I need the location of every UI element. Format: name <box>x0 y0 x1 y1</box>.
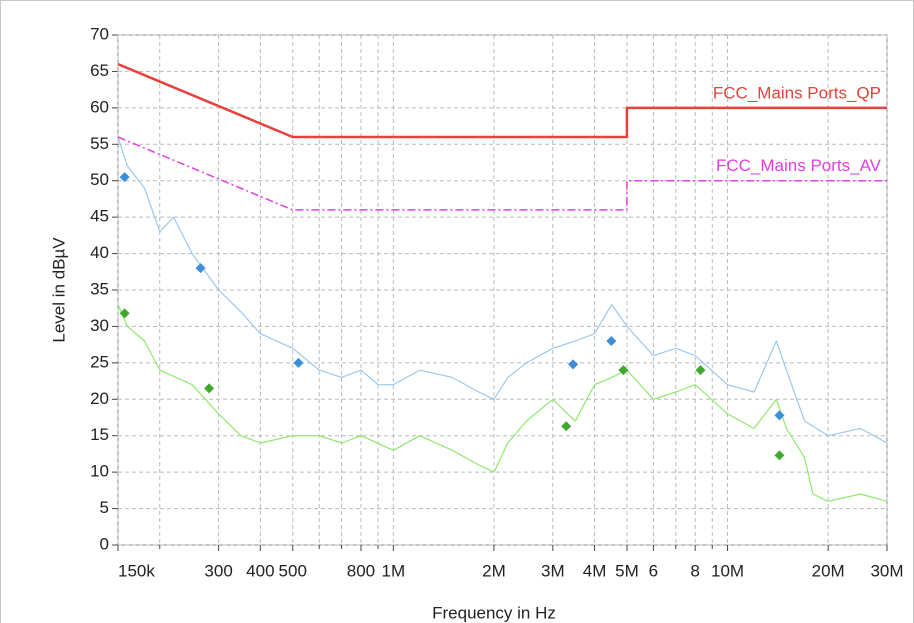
marker <box>774 410 785 421</box>
x-tick-label: 300 <box>204 561 232 580</box>
y-tick-label: 45 <box>90 207 109 226</box>
marker <box>568 359 579 370</box>
x-tick-label: 5M <box>615 561 639 580</box>
x-tick-label: 2M <box>482 561 506 580</box>
x-axis-label: Frequency in Hz <box>432 603 556 622</box>
x-tick-label: 500 <box>279 561 307 580</box>
y-tick-label: 40 <box>90 243 109 262</box>
y-tick-label: 20 <box>90 389 109 408</box>
x-tick-label: 30M <box>870 561 903 580</box>
x-tick-label: 3M <box>541 561 565 580</box>
y-tick-label: 5 <box>100 498 109 517</box>
marker <box>293 357 304 368</box>
limit-line <box>117 136 887 211</box>
limit-line <box>117 62 887 139</box>
y-tick-label: 35 <box>90 279 109 298</box>
y-tick-label: 70 <box>90 24 109 43</box>
marker <box>618 365 629 376</box>
y-tick-label: 50 <box>90 170 109 189</box>
y-tick-label: 30 <box>90 316 109 335</box>
x-tick-label: 1M <box>382 561 406 580</box>
x-tick-label: 150k <box>118 561 155 580</box>
y-tick-label: 65 <box>90 61 109 80</box>
y-tick-label: 15 <box>90 425 109 444</box>
line-label: FCC_Mains Ports_AV <box>716 156 882 175</box>
x-tick-label: 20M <box>812 561 845 580</box>
marker <box>204 383 215 394</box>
y-tick-label: 60 <box>90 97 109 116</box>
line-label: FCC_Mains Ports_QP <box>713 83 881 102</box>
marker <box>606 336 617 346</box>
y-tick-label: 0 <box>100 534 109 553</box>
y-tick-label: 10 <box>90 462 109 481</box>
marker <box>119 172 130 183</box>
marker <box>695 365 706 376</box>
trace <box>117 136 888 444</box>
x-tick-label: 6 <box>649 561 658 580</box>
x-tick-label: 800 <box>347 561 375 580</box>
x-tick-label: 10M <box>711 561 744 580</box>
marker <box>561 421 572 432</box>
x-tick-label: 400 <box>246 561 274 580</box>
x-tick-label: 8 <box>690 561 699 580</box>
y-tick-label: 25 <box>90 352 109 371</box>
marker <box>195 263 206 274</box>
trace <box>117 304 888 502</box>
marker <box>774 450 785 461</box>
y-tick-label: 55 <box>90 134 109 153</box>
x-tick-label: 4M <box>583 561 607 580</box>
y-axis-label: Level in dBµV <box>49 237 68 343</box>
marker <box>119 308 130 319</box>
